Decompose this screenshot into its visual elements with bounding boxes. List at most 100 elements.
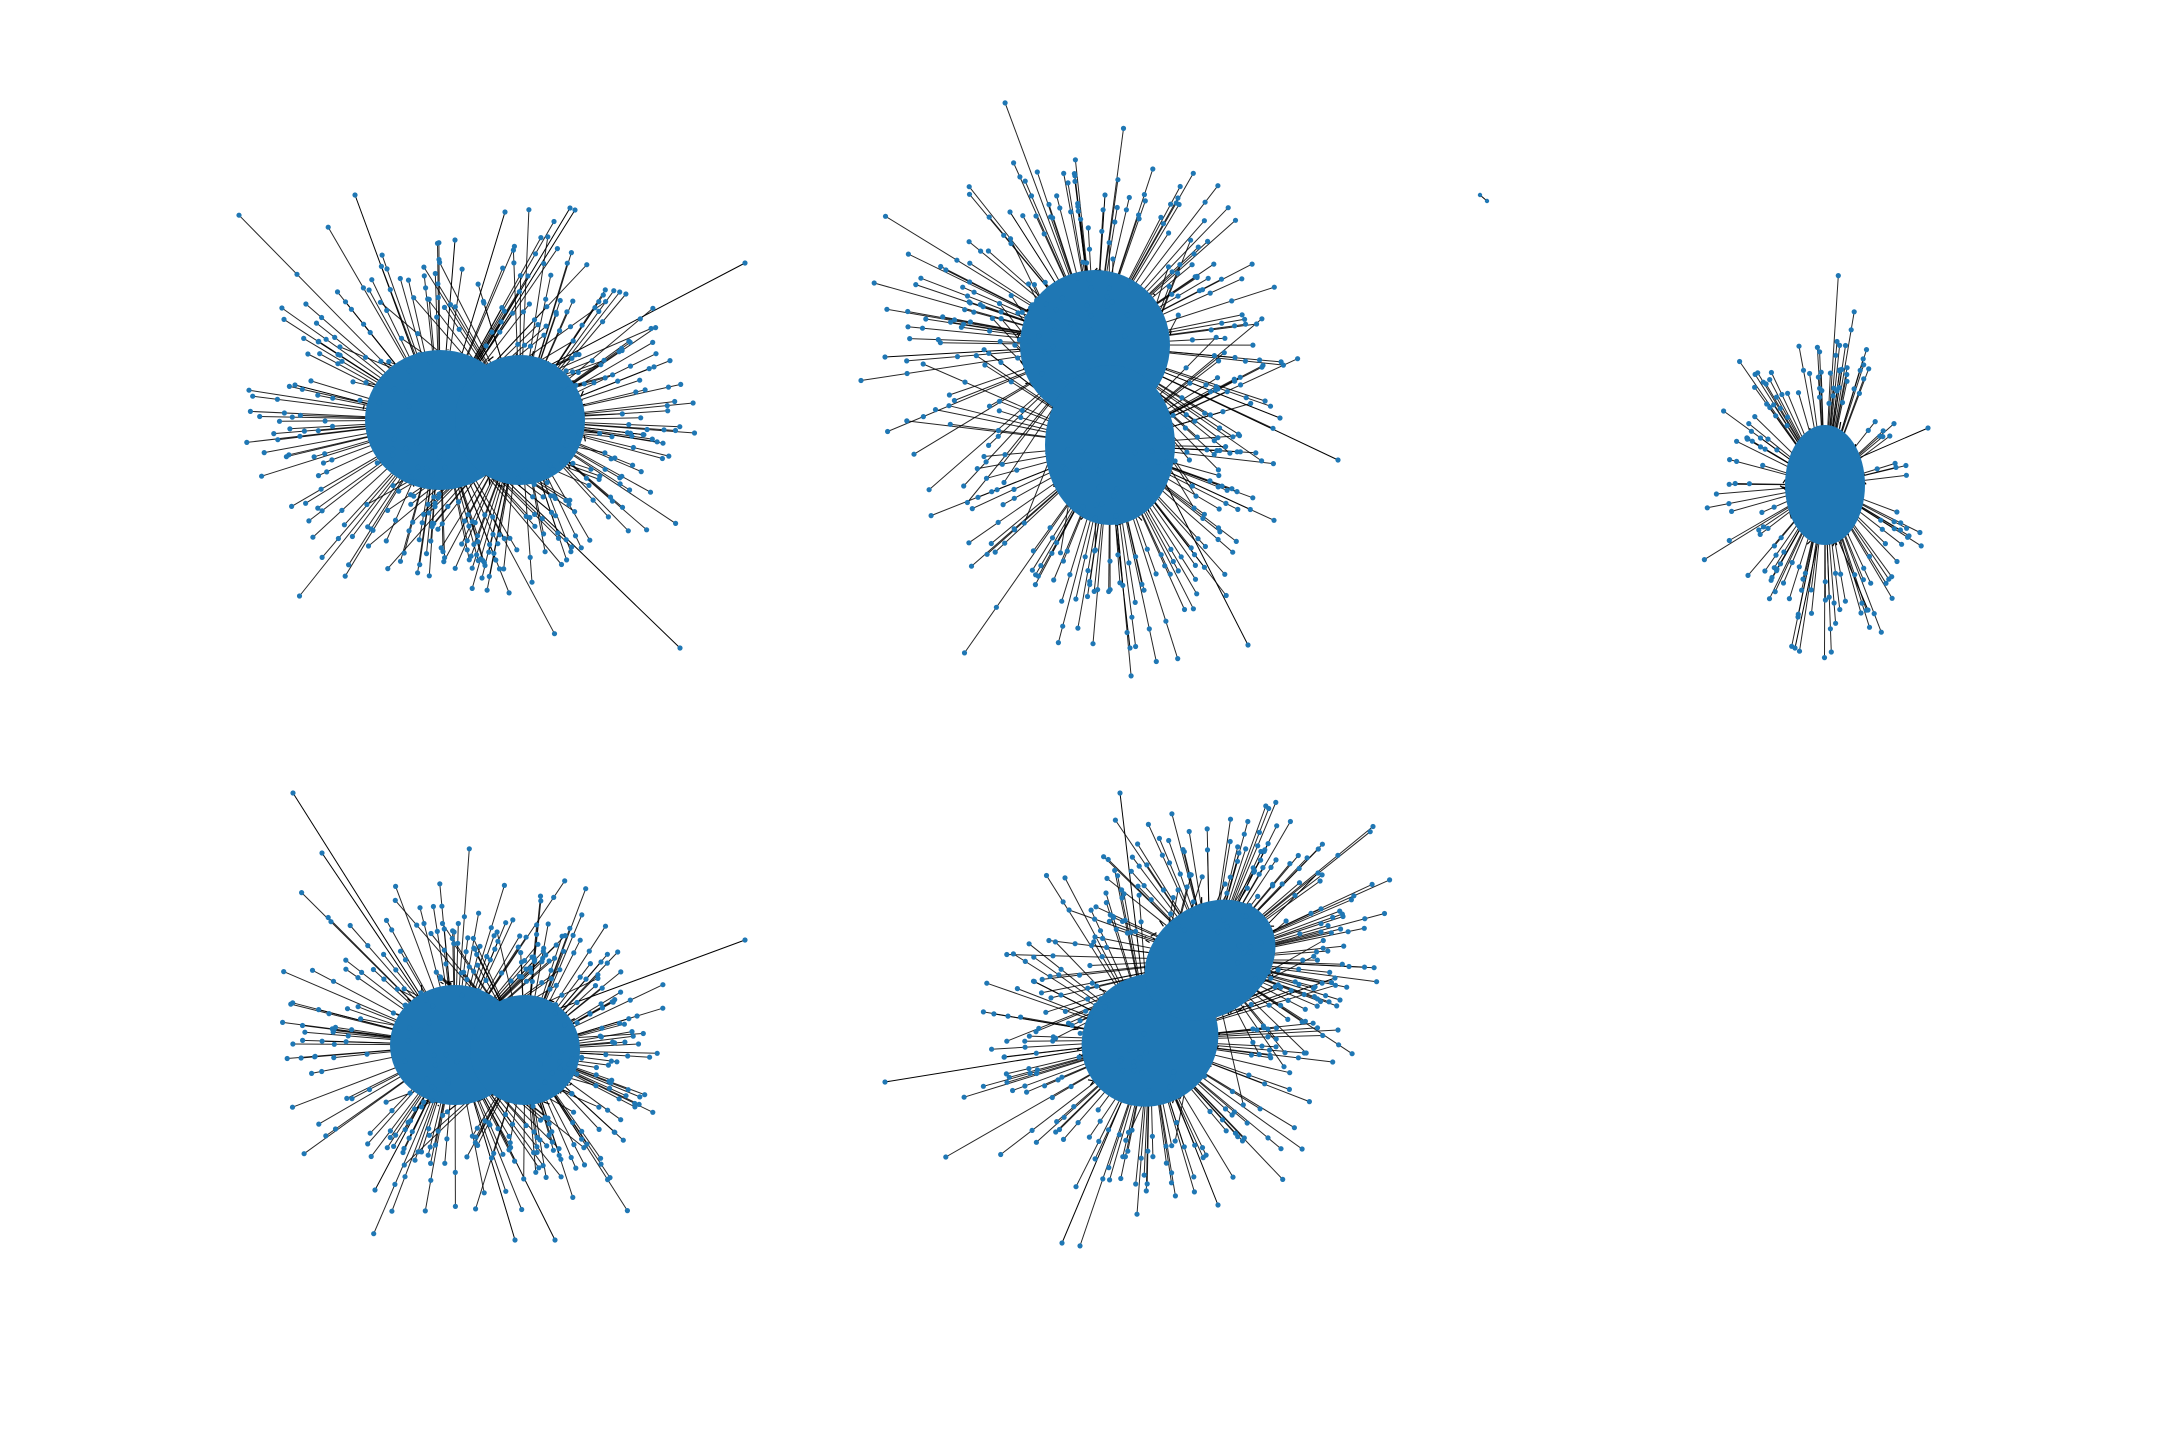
node-core-cluster <box>1785 425 1865 545</box>
node <box>523 978 530 984</box>
node <box>1119 895 1125 901</box>
node <box>977 302 983 308</box>
node <box>1092 1156 1098 1162</box>
node <box>483 977 489 984</box>
node <box>587 537 593 543</box>
node <box>437 1091 443 1097</box>
node <box>1112 219 1118 225</box>
node <box>530 494 536 500</box>
node <box>459 541 465 547</box>
node <box>1230 549 1236 555</box>
node <box>533 1169 539 1175</box>
node <box>532 511 538 517</box>
node <box>659 455 666 462</box>
node <box>1169 269 1175 275</box>
node <box>1103 900 1109 906</box>
node <box>575 369 581 375</box>
node <box>1137 1055 1143 1061</box>
node <box>451 929 457 935</box>
node <box>1734 438 1740 444</box>
node <box>1114 486 1120 492</box>
node <box>567 925 573 931</box>
node <box>954 257 960 263</box>
node <box>1757 444 1764 450</box>
node <box>1746 421 1752 427</box>
node <box>386 359 392 365</box>
node <box>1133 643 1139 650</box>
node <box>1141 192 1147 198</box>
node <box>1477 192 1483 198</box>
node <box>1062 1008 1068 1015</box>
node <box>661 427 667 433</box>
node <box>1052 939 1058 945</box>
node <box>1187 380 1193 386</box>
node <box>1175 293 1181 299</box>
node <box>1055 640 1061 646</box>
node <box>1271 284 1277 290</box>
edge <box>554 307 654 392</box>
node <box>286 452 292 458</box>
node <box>281 969 287 975</box>
node <box>1021 520 1027 526</box>
node <box>414 440 420 446</box>
node <box>1295 1055 1301 1061</box>
node <box>946 403 952 409</box>
node <box>284 1055 290 1062</box>
node <box>491 1150 497 1156</box>
node <box>998 1151 1004 1158</box>
node <box>920 414 927 420</box>
edge <box>1144 936 1147 939</box>
node <box>474 1125 480 1131</box>
node <box>654 439 660 445</box>
node <box>417 1027 423 1033</box>
edge <box>913 371 1051 455</box>
node <box>1221 350 1227 356</box>
node <box>1257 1106 1263 1112</box>
edge <box>569 1082 573 1086</box>
node <box>389 1108 395 1114</box>
node <box>271 431 277 437</box>
node <box>937 340 944 346</box>
node <box>1072 941 1078 947</box>
node <box>923 316 929 322</box>
node <box>1100 207 1106 213</box>
node <box>637 1094 643 1100</box>
node <box>244 439 250 445</box>
node <box>1168 911 1174 917</box>
edge <box>1000 1069 1112 1155</box>
node <box>1087 962 1093 969</box>
node <box>1024 1089 1030 1095</box>
node <box>1122 1154 1128 1160</box>
node <box>436 256 442 263</box>
node <box>630 1033 636 1039</box>
node <box>405 1038 411 1044</box>
node <box>1092 515 1098 521</box>
node <box>408 492 414 498</box>
node <box>1318 906 1324 912</box>
node <box>607 1175 613 1181</box>
node <box>501 535 507 542</box>
node <box>1049 1094 1055 1101</box>
node <box>1319 872 1325 878</box>
node <box>600 292 606 298</box>
node <box>537 1061 543 1067</box>
node <box>986 442 992 448</box>
node <box>1131 1063 1137 1069</box>
node <box>309 1070 315 1076</box>
node <box>432 504 438 510</box>
edge <box>1225 808 1270 919</box>
node <box>1191 552 1198 558</box>
edge <box>325 1070 420 1137</box>
edge <box>885 215 1051 318</box>
node <box>1837 367 1843 373</box>
node <box>1808 610 1815 616</box>
node <box>1246 1072 1252 1078</box>
node <box>1270 883 1276 889</box>
node <box>1088 1010 1094 1016</box>
node <box>559 992 565 998</box>
node <box>1189 337 1195 343</box>
edge <box>472 458 562 565</box>
node <box>1280 1176 1286 1182</box>
node <box>367 329 373 336</box>
node <box>1270 425 1276 431</box>
